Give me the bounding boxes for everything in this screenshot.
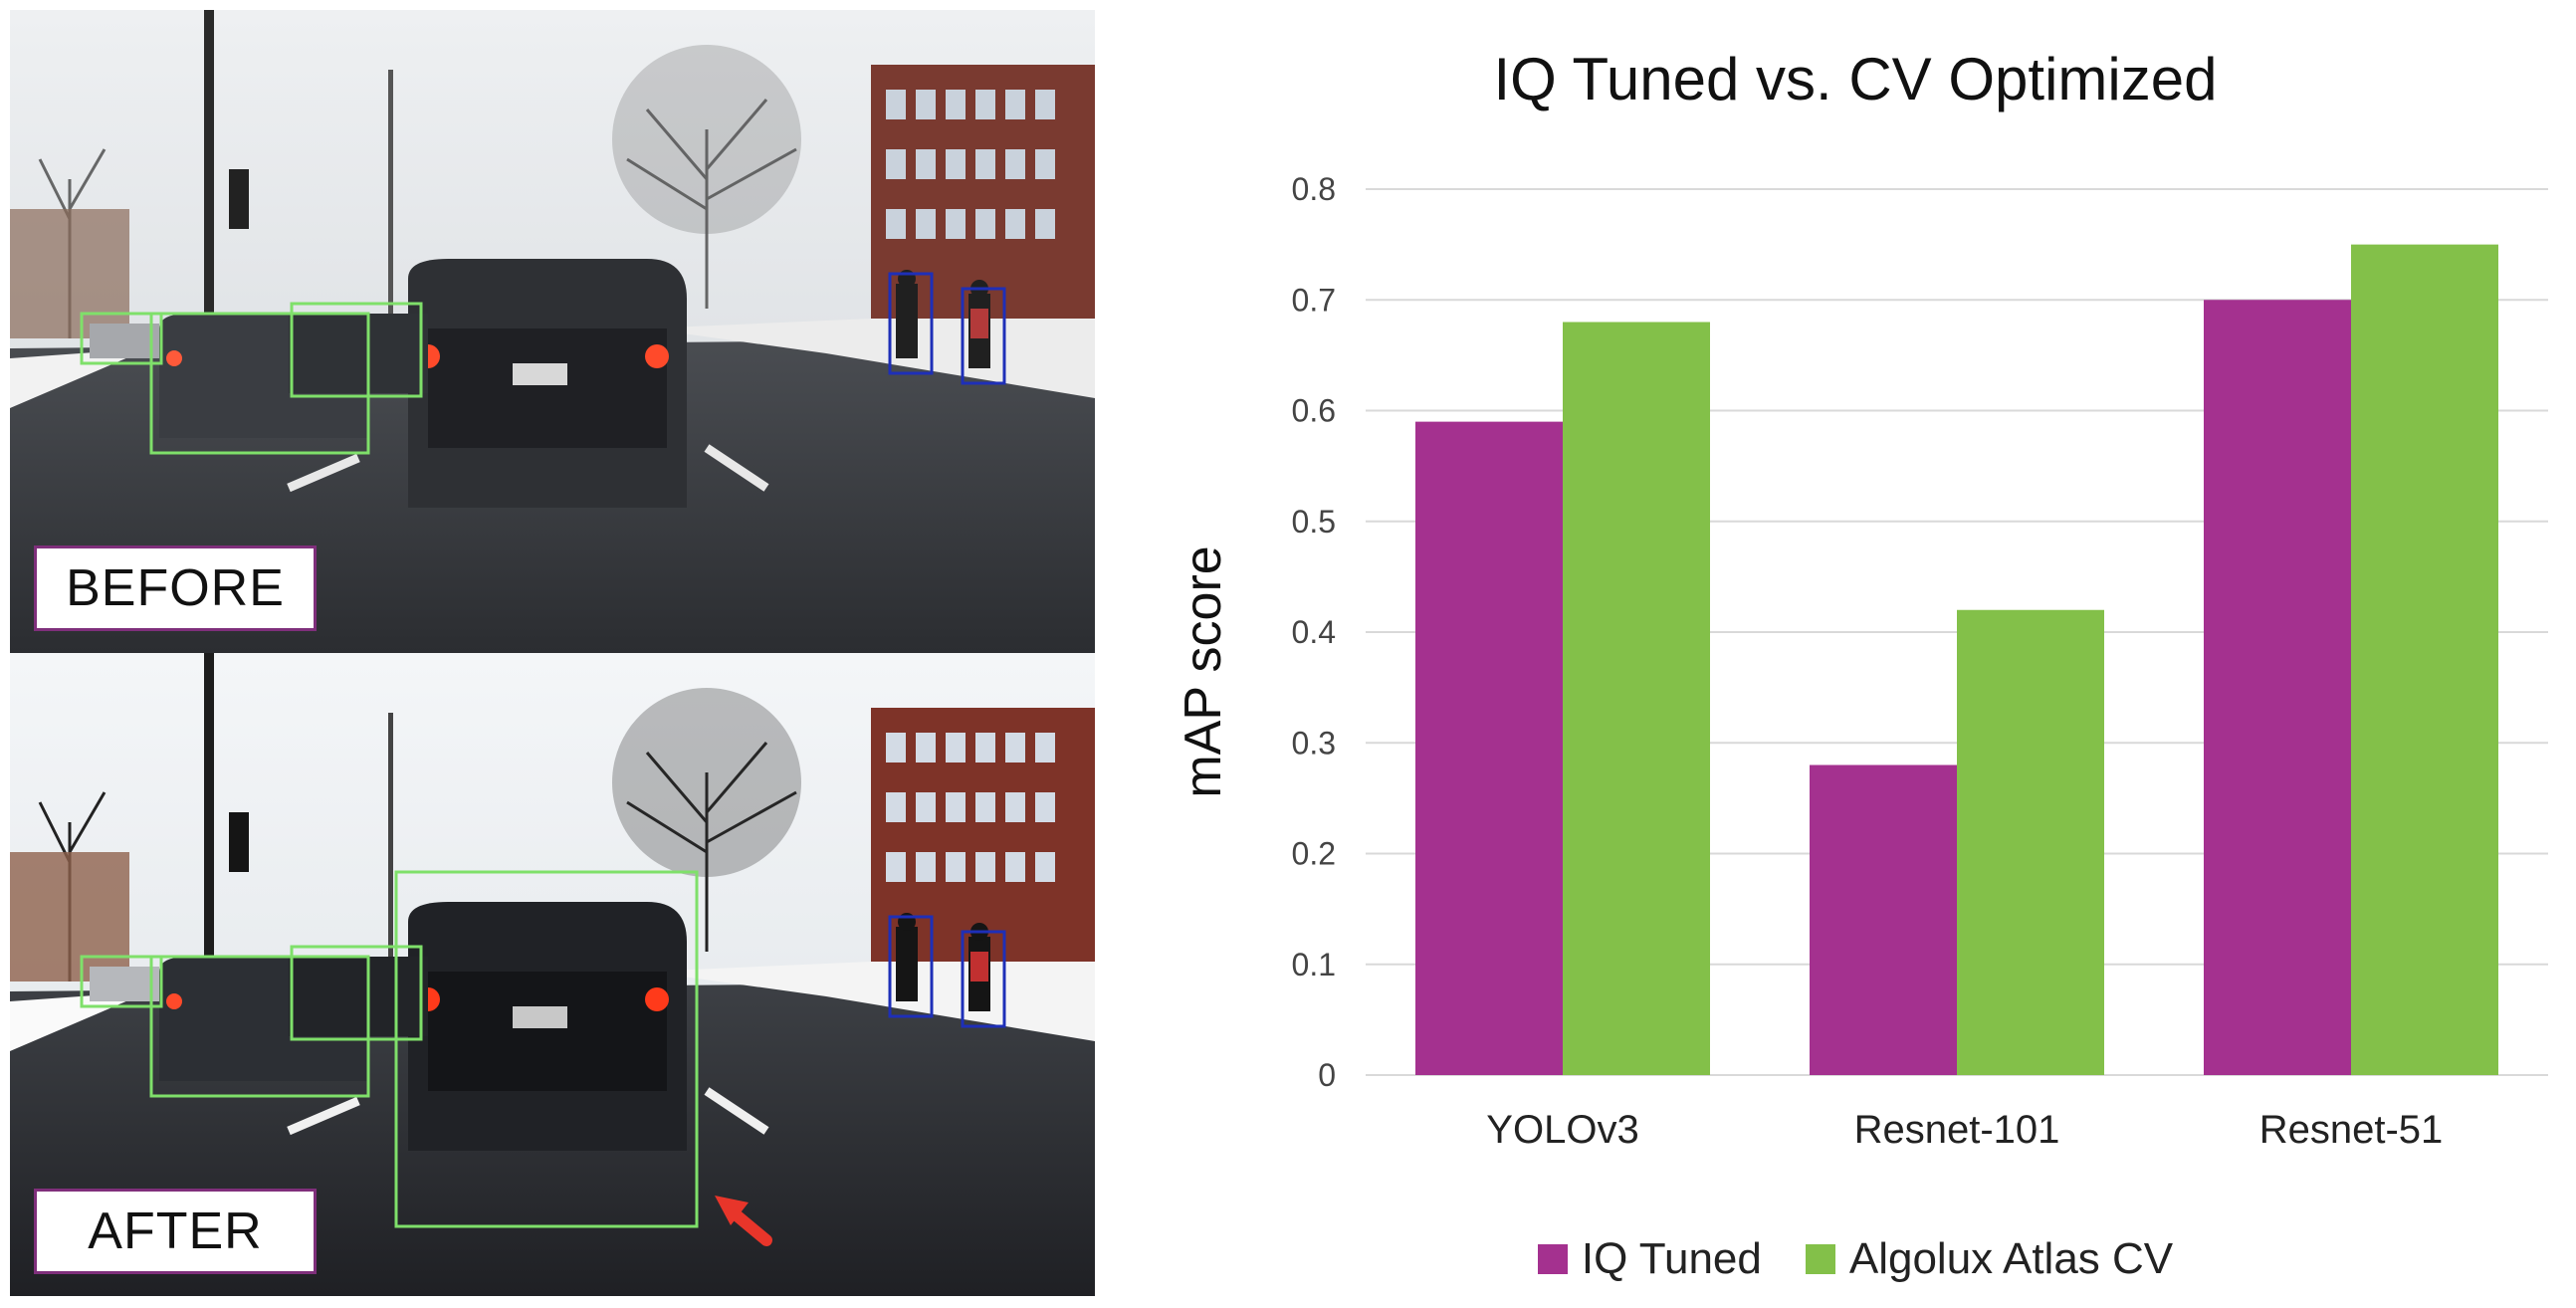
y-tick-label: 0 bbox=[1318, 1057, 1336, 1093]
y-tick-label: 0.3 bbox=[1292, 725, 1336, 761]
bar-algolux-atlas-cv-resnet-51 bbox=[2351, 244, 2498, 1075]
legend-swatch-iq-tuned bbox=[1537, 1244, 1568, 1274]
bar-iq-tuned-resnet-101 bbox=[1810, 764, 1957, 1075]
bar-algolux-atlas-cv-yolov3 bbox=[1563, 322, 1710, 1075]
y-tick-label: 0.4 bbox=[1292, 614, 1336, 650]
y-tick-label: 0.5 bbox=[1292, 504, 1336, 540]
x-tick-label: Resnet-51 bbox=[2259, 1108, 2444, 1152]
chart-title: IQ Tuned vs. CV Optimized bbox=[1493, 46, 2218, 112]
bar-algolux-atlas-cv-resnet-101 bbox=[1957, 609, 2104, 1075]
x-tick-label: Resnet-101 bbox=[1854, 1108, 2060, 1152]
legend-swatch-algolux-atlas-cv bbox=[1805, 1244, 1835, 1274]
axis-ticks: 0 0.1 0.2 0.3 0.4 0.5 0.6 0.7 0.8 YOLOv3 Resnet-10… bbox=[1292, 171, 2444, 1152]
y-tick-label: 0.1 bbox=[1292, 947, 1336, 982]
after-label: AFTER bbox=[34, 1189, 317, 1274]
before-label: BEFORE bbox=[34, 545, 317, 631]
after-image-panel: AFTER bbox=[10, 653, 1095, 1296]
bar-iq-tuned-resnet-51 bbox=[2204, 300, 2351, 1075]
bar-chart: IQ Tuned vs. CV Optimized 0 0.1 0.2 0.3 0.4 0… bbox=[1135, 0, 2576, 1308]
bars bbox=[1415, 244, 2498, 1075]
arrow-icon bbox=[715, 1196, 772, 1246]
legend-item-iq-tuned: IQ Tuned bbox=[1537, 1234, 1762, 1284]
chart-plot-area: 0 0.1 0.2 0.3 0.4 0.5 0.6 0.7 0.8 YOLOv3 Resnet-10… bbox=[1175, 171, 2548, 1152]
y-axis-label: mAP score bbox=[1175, 545, 1232, 797]
y-tick-label: 0.6 bbox=[1292, 393, 1336, 429]
bar-iq-tuned-yolov3 bbox=[1415, 421, 1563, 1075]
legend-item-algolux-atlas-cv: Algolux Atlas CV bbox=[1805, 1234, 2174, 1284]
chart-legend: IQ Tuned Algolux Atlas CV bbox=[1135, 1234, 2576, 1284]
y-tick-label: 0.7 bbox=[1292, 282, 1336, 318]
y-tick-label: 0.2 bbox=[1292, 836, 1336, 872]
legend-label-algolux-atlas-cv: Algolux Atlas CV bbox=[1848, 1234, 2174, 1283]
y-tick-label: 0.8 bbox=[1292, 171, 1336, 207]
before-image-panel: BEFORE bbox=[10, 10, 1095, 653]
legend-label-iq-tuned: IQ Tuned bbox=[1581, 1234, 1762, 1283]
x-tick-label: YOLOv3 bbox=[1486, 1108, 1638, 1152]
